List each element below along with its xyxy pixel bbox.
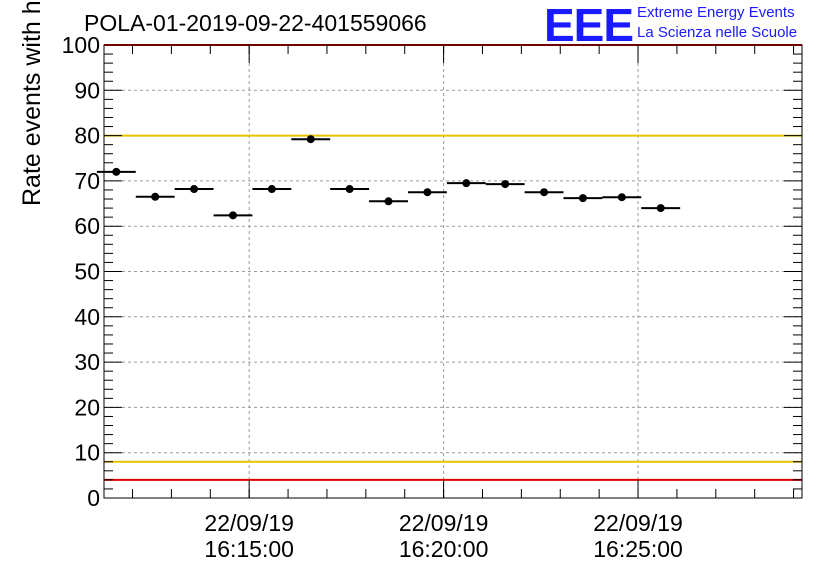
logo-line-2: La Scienza nelle Scuole	[637, 24, 798, 41]
x-tick-labels: 22/09/1916:15:0022/09/1916:20:0022/09/19…	[204, 510, 682, 562]
data-point	[151, 192, 160, 201]
x-tick-label-time: 16:20:00	[399, 536, 489, 562]
data-point	[384, 197, 393, 206]
eee-logo: EEE Extreme Energy Events La Scienza nel…	[544, 0, 834, 51]
y-tick-label: 90	[74, 77, 100, 103]
y-tick-label: 80	[74, 123, 100, 149]
grid	[104, 45, 802, 498]
y-tick-label: 100	[62, 32, 100, 58]
data-point	[423, 188, 432, 197]
y-tick-label: 30	[74, 349, 100, 375]
y-tick-label: 70	[74, 168, 100, 194]
data-point	[190, 185, 199, 194]
x-tick-label-date: 22/09/19	[593, 510, 683, 536]
x-tick-label-date: 22/09/19	[204, 510, 294, 536]
y-axis-label: Rate events with hits [Hz]	[18, 0, 46, 206]
axis-ticks	[104, 44, 802, 499]
data-point	[540, 188, 549, 197]
data-point	[617, 193, 626, 202]
y-tick-label: 10	[74, 440, 100, 466]
y-tick-labels: 0 10 20 30 40 50 60 70 80 90 100	[62, 32, 100, 511]
data-point	[656, 204, 665, 213]
y-tick-label: 40	[74, 304, 100, 330]
data-point	[345, 185, 354, 194]
logo-mark: EEE	[544, 0, 634, 51]
data-point	[228, 211, 237, 220]
data-point	[112, 167, 121, 176]
y-tick-label: 50	[74, 259, 100, 285]
y-tick-label: 0	[87, 485, 100, 511]
reference-lines	[104, 44, 802, 481]
x-tick-label-time: 16:15:00	[204, 536, 294, 562]
data-point	[578, 194, 587, 203]
data-point	[462, 179, 471, 188]
data-points	[96, 135, 681, 220]
data-point	[501, 180, 510, 189]
y-tick-label: 20	[74, 394, 100, 420]
y-tick-label: 60	[74, 213, 100, 239]
data-point	[306, 135, 315, 144]
chart-title: POLA-01-2019-09-22-401559066	[84, 10, 427, 36]
logo-line-1: Extreme Energy Events	[637, 4, 795, 21]
x-tick-label-time: 16:25:00	[593, 536, 683, 562]
x-tick-label-date: 22/09/19	[399, 510, 489, 536]
data-point	[267, 185, 276, 194]
